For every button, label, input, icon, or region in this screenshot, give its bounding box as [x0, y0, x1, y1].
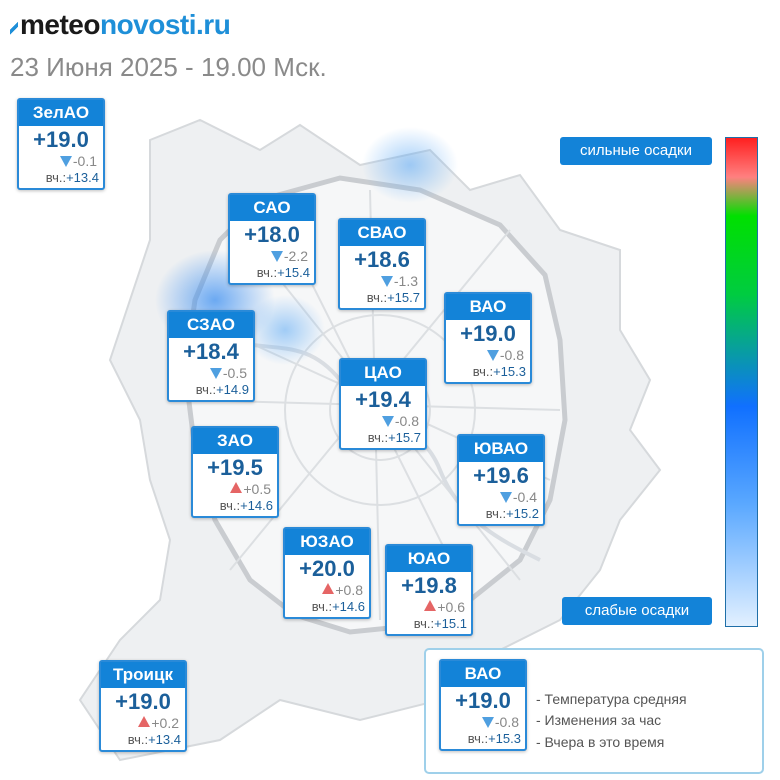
district-temp: +19.6 [473, 463, 529, 488]
district-yesterday: вч.:+13.4 [127, 732, 181, 747]
legend-line-yesterday: - Вчера в это время [536, 734, 665, 750]
logo-part1: meteo [20, 9, 100, 40]
district-name: ЮАО [387, 546, 471, 572]
district-name: ЮВАО [459, 436, 543, 462]
legend-sample-card: ВАО +19.0 -0.8 вч.:+15.3 [439, 659, 527, 751]
arrow-down-icon [499, 492, 512, 503]
district-yesterday: вч.:+13.4 [45, 170, 99, 185]
district-yesterday: вч.:+14.6 [311, 599, 365, 614]
district-name: ЗАО [193, 428, 277, 454]
forecast-date: 23 Июня 2025 - 19.00 Мск. [10, 52, 327, 82]
district-temp: +19.0 [115, 689, 171, 714]
arrow-down-icon [486, 350, 499, 361]
district-temp: +19.5 [207, 455, 263, 480]
district-name: САО [230, 195, 314, 221]
arrow-up-icon [424, 600, 437, 611]
arrow-up-icon [230, 482, 243, 493]
district-change: +0.6 [387, 599, 471, 615]
district-change: -0.5 [169, 365, 253, 381]
legend-line-change: - Изменения за час [536, 712, 662, 728]
legend-line-temp: - Температура средняя [536, 691, 687, 707]
district-card-vao: ВАО +19.0 -0.8 вч.:+15.3 [444, 292, 532, 384]
arrow-down-icon [381, 416, 394, 427]
district-change: -0.4 [459, 489, 543, 505]
district-temp: +19.0 [460, 321, 516, 346]
district-card-yuzao: ЮЗАО +20.0 +0.8 вч.:+14.6 [283, 527, 371, 619]
precipitation-scale [725, 137, 758, 627]
district-change: +0.2 [101, 715, 185, 731]
district-name: ЗелАО [19, 100, 103, 126]
district-change: -0.8 [441, 714, 525, 730]
district-temp: +19.0 [455, 688, 511, 713]
arrow-down-icon [270, 251, 283, 262]
arrow-down-icon [59, 156, 72, 167]
district-card-sao: САО +18.0 -2.2 вч.:+15.4 [228, 193, 316, 285]
district-yesterday: вч.:+14.9 [195, 382, 249, 397]
district-name: СЗАО [169, 312, 253, 338]
district-name: ЦАО [341, 360, 425, 386]
district-temp: +18.6 [354, 247, 410, 272]
arrow-down-icon [209, 368, 222, 379]
district-yesterday: вч.:+15.4 [256, 265, 310, 280]
district-temp: +19.0 [33, 127, 89, 152]
district-change: -1.3 [340, 273, 424, 289]
site-logo[interactable]: meteonovosti.ru [10, 8, 231, 42]
district-name: ВАО [446, 294, 530, 320]
district-change: +0.5 [193, 481, 277, 497]
scale-top-label: сильные осадки [560, 137, 712, 165]
district-name: Троицк [101, 662, 185, 688]
district-yesterday: вч.:+15.3 [467, 731, 521, 746]
district-yesterday: вч.:+15.1 [413, 616, 467, 631]
district-temp: +18.0 [244, 222, 300, 247]
district-change: -0.8 [341, 413, 425, 429]
district-card-yuvao: ЮВАО +19.6 -0.4 вч.:+15.2 [457, 434, 545, 526]
arrow-up-icon [138, 716, 151, 727]
district-card-cao: ЦАО +19.4 -0.8 вч.:+15.7 [339, 358, 427, 450]
district-temp: +20.0 [299, 556, 355, 581]
district-change: -0.1 [19, 153, 103, 169]
district-card-zelao: ЗелАО +19.0 -0.1 вч.:+13.4 [17, 98, 105, 190]
logo-mark-icon [10, 19, 18, 35]
scale-bottom-label: слабые осадки [562, 597, 712, 625]
district-name: ЮЗАО [285, 529, 369, 555]
logo-part2: novosti.ru [99, 9, 231, 40]
district-name: ВАО [441, 661, 525, 687]
district-change: +0.8 [285, 582, 369, 598]
arrow-up-icon [322, 583, 335, 594]
district-change: -0.8 [446, 347, 530, 363]
district-temp: +19.4 [355, 387, 411, 412]
district-temp: +19.8 [401, 573, 457, 598]
district-card-svao: СВАО +18.6 -1.3 вч.:+15.7 [338, 218, 426, 310]
district-yesterday: вч.:+15.7 [367, 430, 421, 445]
district-temp: +18.4 [183, 339, 239, 364]
district-yesterday: вч.:+15.7 [366, 290, 420, 305]
district-card-szao: СЗАО +18.4 -0.5 вч.:+14.9 [167, 310, 255, 402]
arrow-down-icon [380, 276, 393, 287]
arrow-down-icon [481, 717, 494, 728]
district-card-troitsk: Троицк +19.0 +0.2 вч.:+13.4 [99, 660, 187, 752]
district-yesterday: вч.:+15.3 [472, 364, 526, 379]
district-yesterday: вч.:+14.6 [219, 498, 273, 513]
district-change: -2.2 [230, 248, 314, 264]
district-name: СВАО [340, 220, 424, 246]
district-yesterday: вч.:+15.2 [485, 506, 539, 521]
district-card-zao: ЗАО +19.5 +0.5 вч.:+14.6 [191, 426, 279, 518]
district-card-yuao: ЮАО +19.8 +0.6 вч.:+15.1 [385, 544, 473, 636]
